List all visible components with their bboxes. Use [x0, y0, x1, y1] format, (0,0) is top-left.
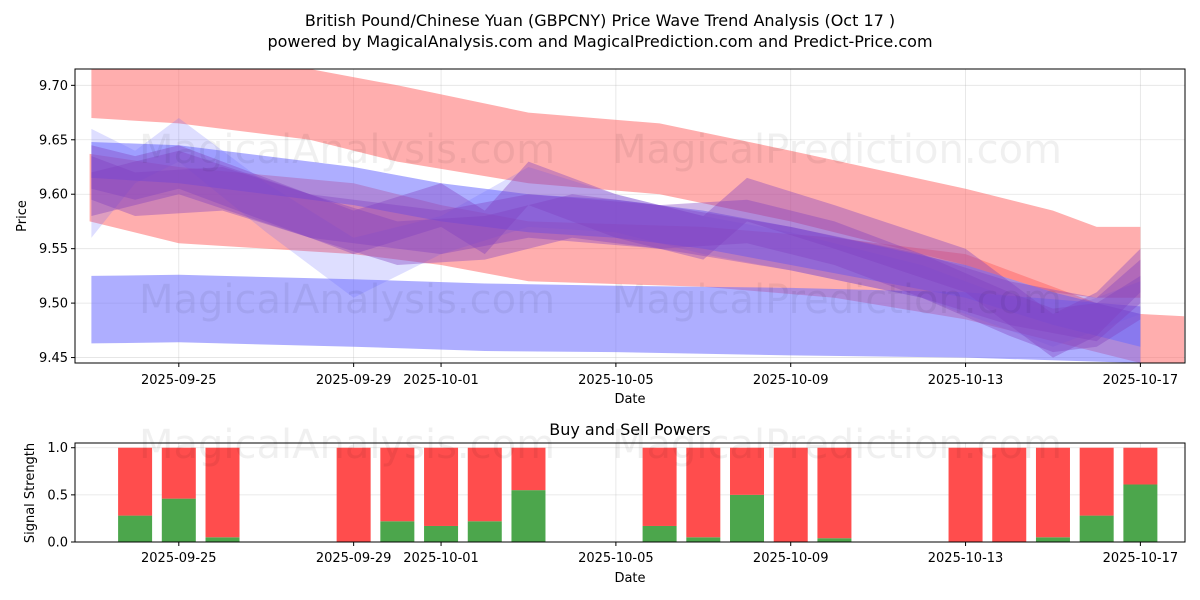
sell-bar	[1079, 447, 1114, 516]
price-band-red-0	[91, 69, 1141, 298]
price-ytick-label: 9.50	[39, 297, 68, 312]
sell-bar	[205, 447, 240, 538]
signal-chart-ylabel: Signal Strength	[23, 443, 38, 543]
buy-bar	[730, 494, 765, 542]
signal-chart-watermarks: MagicalAnalysis.com MagicalPrediction.co…	[139, 422, 1062, 468]
sell-bar	[511, 447, 546, 491]
signal-xtick-label: 2025-09-25	[141, 551, 217, 566]
watermark-prediction-bottom: MagicalPrediction.com	[612, 422, 1062, 468]
signal-chart-xlabel: Date	[614, 571, 645, 586]
figure-title-line1: British Pound/Chinese Yuan (GBPCNY) Pric…	[305, 11, 895, 30]
signal-ytick-label: 0.5	[47, 488, 68, 503]
price-chart-xlabel: Date	[614, 392, 645, 407]
sell-bar	[642, 447, 677, 526]
price-band-blue-2	[91, 142, 1141, 347]
sell-bar	[948, 447, 983, 542]
buy-bar	[686, 537, 721, 542]
signal-xtick-label: 2025-10-09	[753, 551, 829, 566]
buy-bar	[511, 490, 546, 542]
price-xtick-label: 2025-10-01	[403, 373, 479, 388]
signal-chart-frame	[74, 442, 1186, 543]
price-xtick-label: 2025-09-29	[316, 373, 392, 388]
signal-xtick-label: 2025-09-29	[316, 551, 392, 566]
sell-bar	[686, 447, 721, 538]
buy-bar	[1035, 537, 1070, 542]
buy-bar	[1079, 515, 1114, 542]
watermark-analysis-bottom: MagicalAnalysis.com	[139, 422, 555, 468]
price-xtick-label: 2025-10-17	[1103, 373, 1179, 388]
sell-bar	[336, 447, 371, 542]
signal-xtick-label: 2025-10-01	[403, 551, 479, 566]
price-band-blue-4	[91, 118, 1141, 347]
price-xtick-label: 2025-10-09	[753, 373, 829, 388]
signal-chart-title: Buy and Sell Powers	[549, 420, 711, 439]
sell-bar	[118, 447, 153, 516]
signal-chart-axes: 2025-09-25 2025-09-29 2025-10-01 2025-10-05…	[47, 441, 1178, 566]
buy-bar	[380, 521, 415, 542]
price-chart-watermarks: MagicalAnalysis.com MagicalPrediction.co…	[139, 127, 1062, 323]
price-chart-frame	[74, 68, 1186, 364]
signal-chart-bars	[118, 447, 1158, 542]
signal-ytick-label: 0.0	[47, 536, 68, 551]
watermark-analysis-top: MagicalAnalysis.com	[139, 127, 555, 173]
signal-ytick-label: 1.0	[47, 441, 68, 456]
buy-bar	[205, 537, 240, 542]
watermark-prediction-mid: MagicalPrediction.com	[612, 277, 1062, 323]
price-ytick-label: 9.70	[39, 79, 68, 94]
buy-bar	[118, 515, 153, 542]
buy-bar	[467, 521, 502, 542]
price-band-purple-7	[91, 150, 1141, 342]
price-xtick-label: 2025-09-25	[141, 373, 217, 388]
sell-bar	[380, 447, 415, 522]
figure-title-line2: powered by MagicalAnalysis.com and Magic…	[267, 32, 932, 51]
signal-xtick-label: 2025-10-17	[1103, 551, 1179, 566]
sell-bar	[161, 447, 196, 499]
signal-xtick-label: 2025-10-13	[928, 551, 1004, 566]
price-band-blue-3	[91, 274, 1141, 363]
sell-bar	[424, 447, 459, 526]
sell-bar	[773, 447, 808, 542]
price-xtick-label: 2025-10-13	[928, 373, 1004, 388]
watermark-prediction-top: MagicalPrediction.com	[612, 127, 1062, 173]
watermark-analysis-mid: MagicalAnalysis.com	[139, 277, 555, 323]
sell-bar	[817, 447, 852, 539]
sell-bar	[992, 447, 1027, 542]
sell-bar	[730, 447, 765, 495]
price-band-purple-6	[91, 156, 1141, 353]
sell-bar	[467, 447, 502, 522]
price-band-purple-5	[91, 145, 1141, 358]
buy-bar	[642, 525, 677, 542]
price-chart-axes: 2025-09-25 2025-09-29 2025-10-01 2025-10-05…	[39, 79, 1178, 388]
signal-xtick-label: 2025-10-05	[578, 551, 654, 566]
buy-bar	[817, 538, 852, 542]
price-ytick-label: 9.65	[39, 133, 68, 148]
price-xtick-label: 2025-10-05	[578, 373, 654, 388]
price-ytick-label: 9.60	[39, 188, 68, 203]
buy-bar	[1123, 484, 1158, 542]
price-ytick-label: 9.55	[39, 242, 68, 257]
price-chart-bands	[89, 69, 1185, 363]
price-chart-ylabel: Price	[15, 200, 30, 232]
sell-bar	[1123, 447, 1158, 485]
buy-bar	[161, 498, 196, 542]
price-ytick-label: 9.45	[39, 351, 68, 366]
buy-bar	[424, 525, 459, 542]
sell-bar	[1035, 447, 1070, 538]
